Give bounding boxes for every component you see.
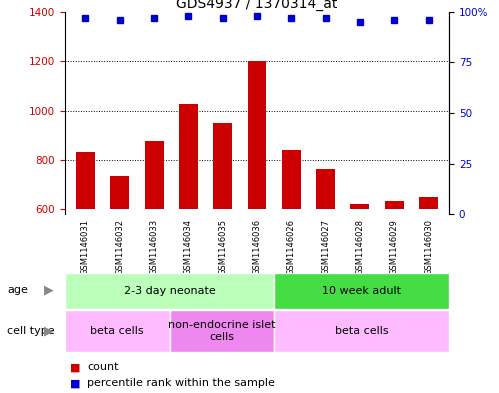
- Text: GSM1146036: GSM1146036: [252, 219, 261, 275]
- Text: GSM1146033: GSM1146033: [150, 219, 159, 275]
- Text: GSM1146028: GSM1146028: [355, 219, 364, 275]
- Bar: [419, 197, 438, 209]
- Bar: [385, 200, 404, 209]
- Bar: [76, 152, 95, 209]
- Text: 10 week adult: 10 week adult: [322, 286, 401, 296]
- Bar: [350, 204, 369, 209]
- Bar: [213, 123, 232, 209]
- Text: count: count: [87, 362, 119, 373]
- Text: 2-3 day neonate: 2-3 day neonate: [124, 286, 216, 296]
- Bar: [145, 141, 164, 209]
- Text: GSM1146035: GSM1146035: [218, 219, 227, 275]
- Text: GSM1146030: GSM1146030: [424, 219, 433, 275]
- Text: GSM1146027: GSM1146027: [321, 219, 330, 275]
- Text: beta cells: beta cells: [90, 326, 144, 336]
- Text: ■: ■: [70, 378, 80, 388]
- Text: ▶: ▶: [44, 283, 54, 297]
- Text: GSM1146029: GSM1146029: [390, 219, 399, 275]
- Bar: [110, 176, 129, 209]
- Bar: [65, 310, 170, 352]
- Text: GSM1146026: GSM1146026: [287, 219, 296, 275]
- Text: ▶: ▶: [44, 324, 54, 338]
- Bar: [282, 150, 301, 209]
- Bar: [274, 273, 449, 309]
- Text: beta cells: beta cells: [335, 326, 389, 336]
- Text: percentile rank within the sample: percentile rank within the sample: [87, 378, 275, 388]
- Text: GSM1146034: GSM1146034: [184, 219, 193, 275]
- Text: non-endocrine islet
cells: non-endocrine islet cells: [168, 320, 276, 342]
- Text: cell type: cell type: [7, 326, 55, 336]
- Bar: [179, 104, 198, 209]
- Text: GSM1146032: GSM1146032: [115, 219, 124, 275]
- Bar: [316, 169, 335, 209]
- Bar: [170, 310, 274, 352]
- Text: ■: ■: [70, 362, 80, 373]
- Bar: [248, 61, 266, 209]
- Title: GDS4937 / 1370314_at: GDS4937 / 1370314_at: [176, 0, 338, 11]
- Text: GSM1146031: GSM1146031: [81, 219, 90, 275]
- Bar: [274, 310, 449, 352]
- Bar: [65, 273, 274, 309]
- Text: age: age: [7, 285, 28, 295]
